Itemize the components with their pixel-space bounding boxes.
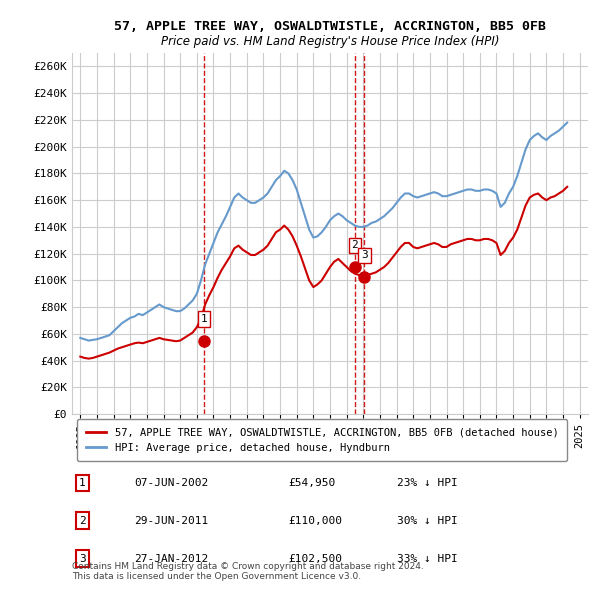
Text: £110,000: £110,000 [289,516,343,526]
Text: Contains HM Land Registry data © Crown copyright and database right 2024.
This d: Contains HM Land Registry data © Crown c… [72,562,424,581]
Text: 2: 2 [79,516,86,526]
Text: 30% ↓ HPI: 30% ↓ HPI [397,516,458,526]
Text: Price paid vs. HM Land Registry's House Price Index (HPI): Price paid vs. HM Land Registry's House … [161,35,499,48]
Text: 3: 3 [361,250,368,260]
Text: 2: 2 [352,240,358,250]
Text: 29-JUN-2011: 29-JUN-2011 [134,516,208,526]
Text: 23% ↓ HPI: 23% ↓ HPI [397,478,458,488]
Text: £102,500: £102,500 [289,553,343,563]
Text: 57, APPLE TREE WAY, OSWALDTWISTLE, ACCRINGTON, BB5 0FB: 57, APPLE TREE WAY, OSWALDTWISTLE, ACCRI… [114,20,546,33]
Text: 27-JAN-2012: 27-JAN-2012 [134,553,208,563]
Text: 1: 1 [201,314,208,324]
Text: £54,950: £54,950 [289,478,336,488]
Text: 1: 1 [79,478,86,488]
Text: 07-JUN-2002: 07-JUN-2002 [134,478,208,488]
Text: 3: 3 [79,553,86,563]
Text: 33% ↓ HPI: 33% ↓ HPI [397,553,458,563]
Legend: 57, APPLE TREE WAY, OSWALDTWISTLE, ACCRINGTON, BB5 0FB (detached house), HPI: Av: 57, APPLE TREE WAY, OSWALDTWISTLE, ACCRI… [77,419,567,461]
